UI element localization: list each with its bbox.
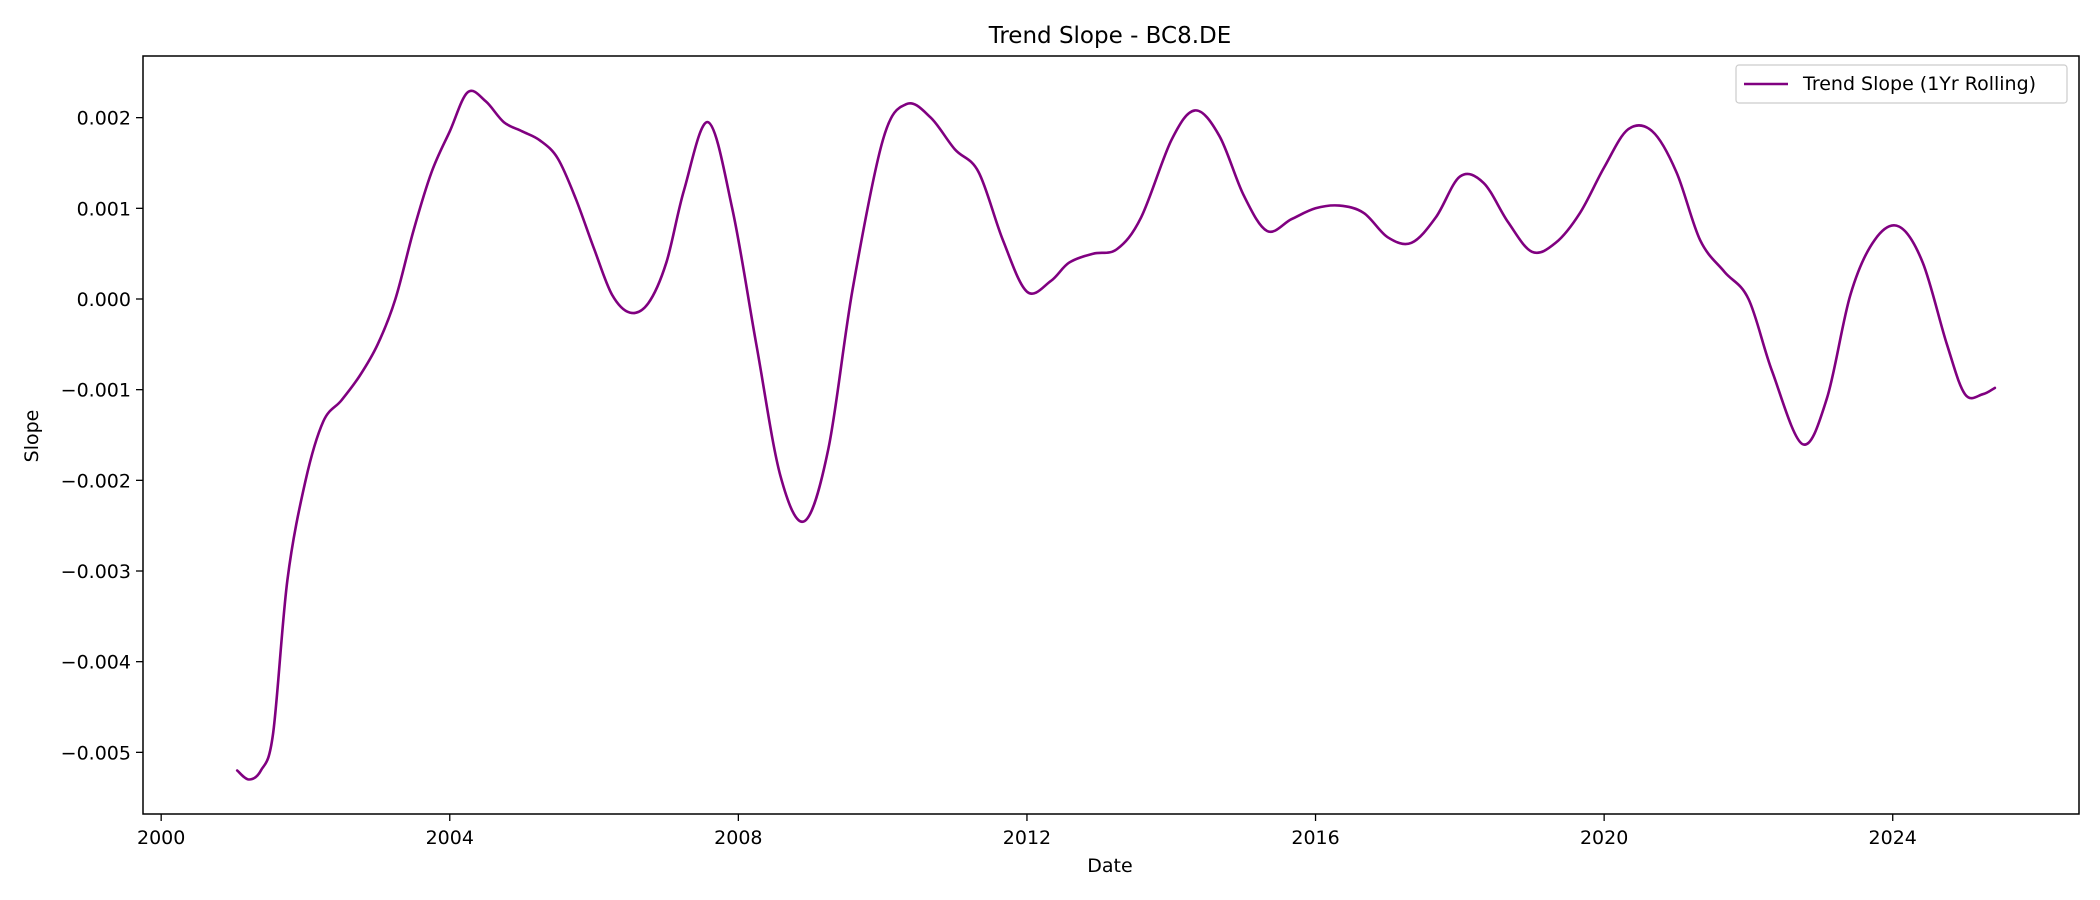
x-tick-label: 2008 <box>714 827 762 849</box>
y-tick-label: −0.001 <box>61 380 131 402</box>
plot-area: −0.005 −0.004 −0.003 −0.002 −0.001 0.000 0.001… <box>61 55 2080 849</box>
x-tick-label: 2004 <box>426 827 474 849</box>
y-tick-label: −0.003 <box>61 561 131 583</box>
x-tick-label: 2000 <box>137 827 185 849</box>
y-axis-label: Slope <box>21 410 43 463</box>
x-tick-label: 2024 <box>1869 827 1917 849</box>
legend-box <box>1735 64 2068 104</box>
y-tick-label: 0.002 <box>77 108 131 130</box>
chart-title: Trend Slope - BC8.DE <box>988 23 1232 49</box>
axes-frame <box>142 55 2080 815</box>
legend: Trend Slope (1Yr Rolling) <box>1735 64 2068 104</box>
legend-label: Trend Slope (1Yr Rolling) <box>1802 73 2036 95</box>
series-line <box>235 89 1997 781</box>
x-tick-label: 2012 <box>1003 827 1051 849</box>
x-tick-label: 2016 <box>1291 827 1339 849</box>
x-axis: 2000 2004 2008 2012 2016 2020 2024 <box>137 814 1917 849</box>
y-axis: −0.005 −0.004 −0.003 −0.002 −0.001 0.000 0.001… <box>61 108 143 764</box>
y-tick-label: −0.005 <box>61 742 131 764</box>
x-tick-label: 2020 <box>1580 827 1628 849</box>
y-tick-label: 0.001 <box>77 198 131 220</box>
y-tick-label: 0.000 <box>77 289 131 311</box>
y-tick-label: −0.004 <box>61 652 131 674</box>
y-tick-label: −0.002 <box>61 470 131 492</box>
x-axis-label: Date <box>1087 855 1132 877</box>
